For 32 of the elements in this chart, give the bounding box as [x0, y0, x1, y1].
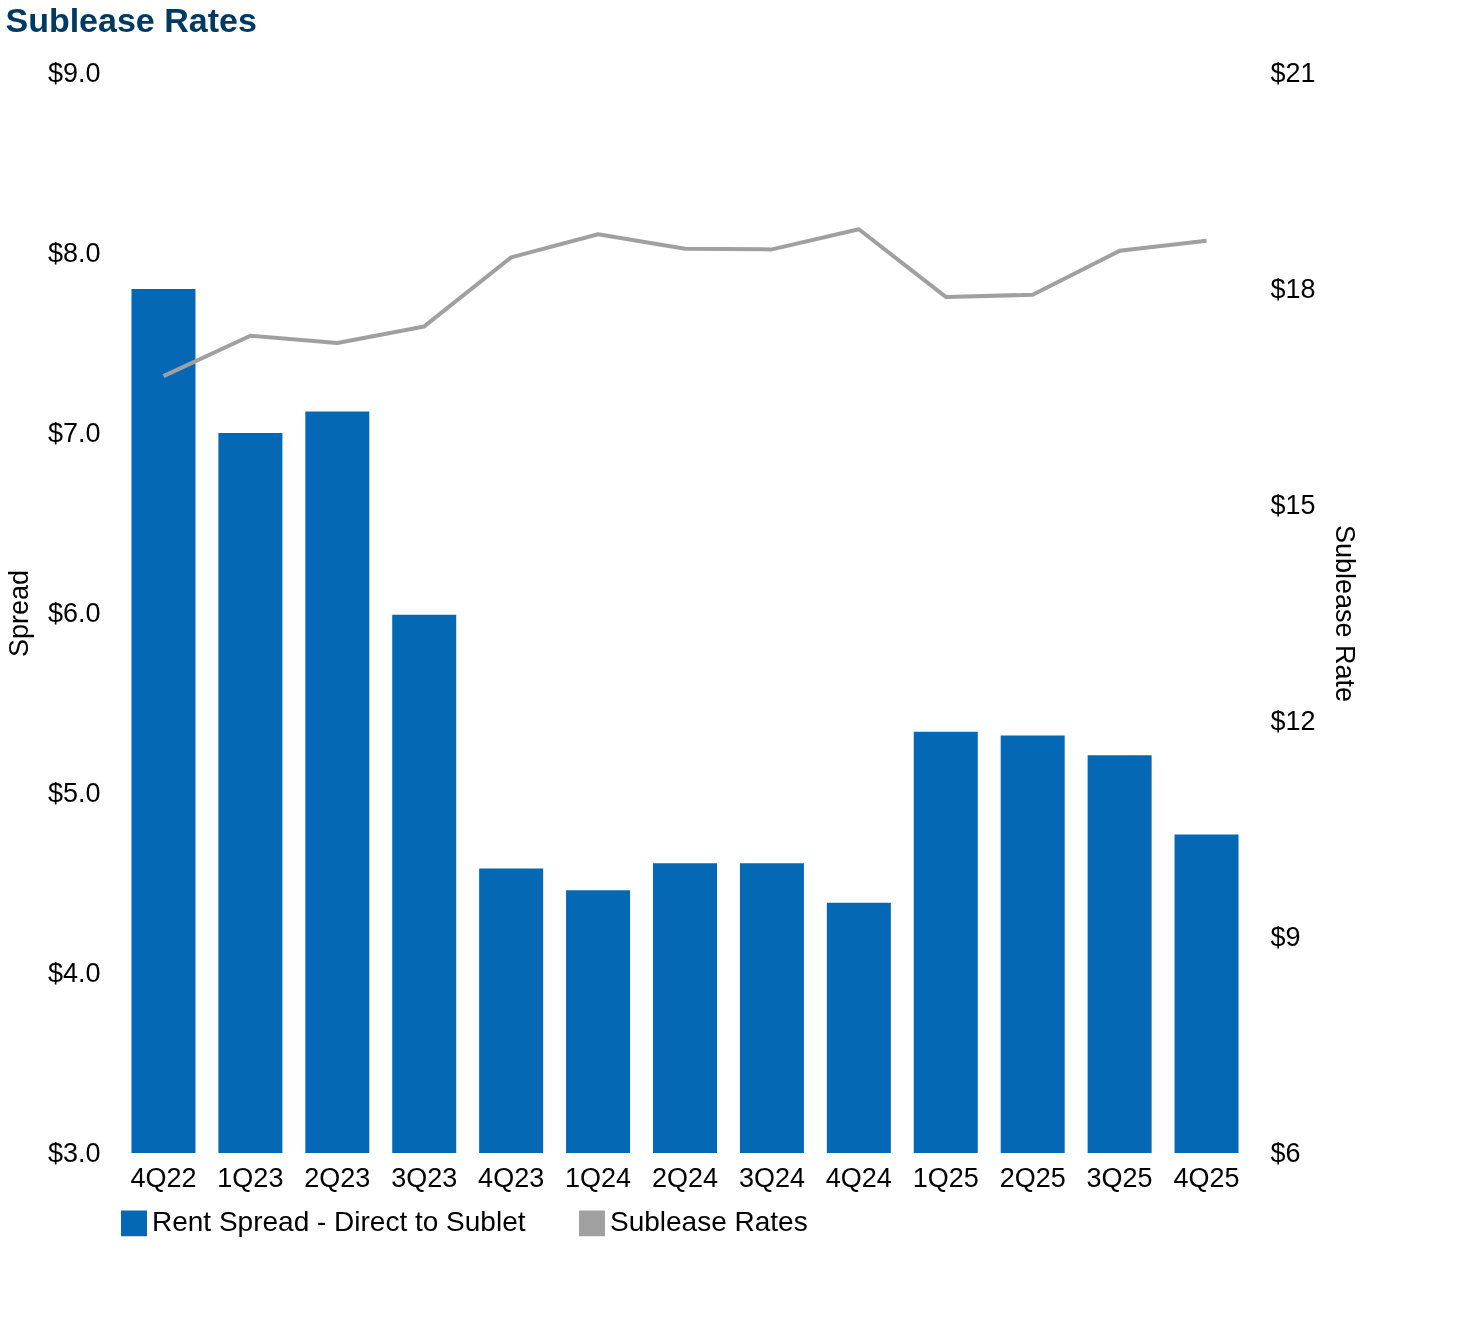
y-tick-label: $7.0 [47, 417, 101, 448]
x-tick-label: 2Q25 [999, 1162, 1066, 1193]
x-tick-label: 2Q24 [651, 1162, 719, 1193]
x-tick-label: 3Q24 [738, 1162, 805, 1193]
y2-tick-label: $6 [1270, 1137, 1301, 1168]
x-tick-label: 4Q22 [130, 1162, 197, 1193]
y-tick-label: $6.0 [47, 597, 101, 628]
legend-label: Rent Spread - Direct to Sublet [152, 1206, 526, 1238]
y2-axis-title: Sublease Rate [1329, 524, 1360, 703]
chart-title: Sublease Rates [5, 1, 257, 39]
y2-tick-label: $12 [1270, 705, 1316, 736]
y-tick-label: $9.0 [47, 57, 101, 88]
x-tick-label: 3Q25 [1086, 1162, 1153, 1193]
y-tick-label: $5.0 [47, 777, 101, 808]
x-tick-label: 1Q23 [217, 1162, 284, 1193]
x-tick-label: 3Q23 [391, 1162, 458, 1193]
y2-tick-label: $21 [1270, 57, 1316, 88]
x-tick-label: 2Q23 [304, 1162, 371, 1193]
y-axis-title: Spread [3, 569, 34, 658]
y2-tick-label: $9 [1270, 921, 1301, 952]
y2-tick-label: $18 [1270, 273, 1316, 304]
y-tick-label: $8.0 [47, 237, 101, 268]
line-series [161, 227, 1209, 379]
x-tick-label: 4Q25 [1173, 1162, 1240, 1193]
y-tick-label: $3.0 [47, 1137, 101, 1168]
y2-tick-label: $15 [1270, 489, 1316, 520]
x-tick-label: 4Q24 [825, 1162, 892, 1193]
x-tick-label: 1Q24 [565, 1162, 632, 1193]
legend-label: Sublease Rates [610, 1206, 808, 1238]
y-tick-label: $4.0 [47, 957, 101, 988]
x-tick-label: 4Q23 [478, 1162, 545, 1193]
x-tick-label: 1Q25 [912, 1162, 979, 1193]
